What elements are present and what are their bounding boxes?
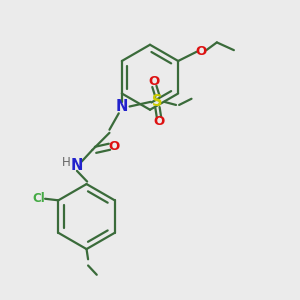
Text: O: O xyxy=(196,45,207,58)
Text: Cl: Cl xyxy=(32,192,45,205)
Text: N: N xyxy=(71,158,83,173)
Text: N: N xyxy=(116,99,128,114)
Text: O: O xyxy=(153,116,165,128)
Text: O: O xyxy=(149,75,160,88)
Text: S: S xyxy=(152,94,163,110)
Text: H: H xyxy=(62,156,70,169)
Text: O: O xyxy=(109,140,120,153)
